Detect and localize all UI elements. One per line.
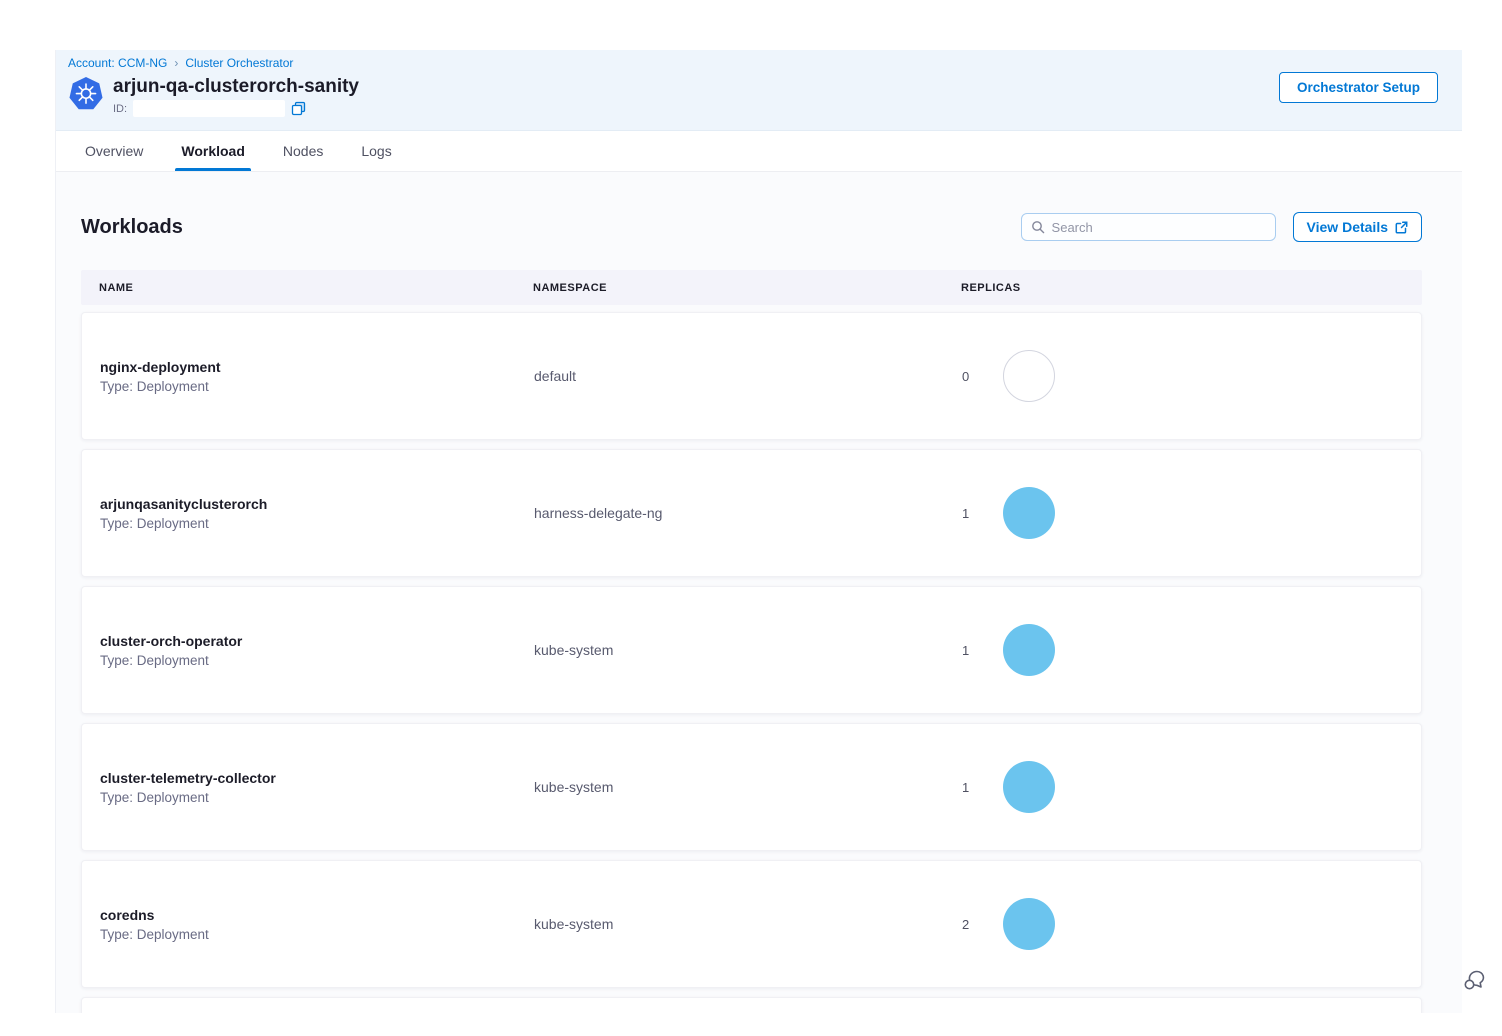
table-row[interactable] [81,997,1422,1013]
workload-name: coredns [100,906,155,923]
replica-status-circle [1003,898,1055,950]
search-icon [1031,221,1044,234]
replica-count: 1 [962,642,970,658]
workload-name: arjunqasanityclusterorch [100,495,268,512]
workloads-panel: Workloads View Details [56,172,1462,1013]
breadcrumb-account-link[interactable]: Account: CCM-NG [68,56,168,70]
workload-name: cluster-telemetry-collector [100,769,276,786]
copy-icon[interactable] [291,101,306,116]
column-header-name: NAME [99,281,134,294]
workload-namespace: kube-system [534,916,614,932]
replica-status-circle [1003,487,1055,539]
table-row[interactable]: coredns Type: Deployment kube-system 2 [81,860,1422,988]
workload-type: Type: Deployment [100,652,209,668]
app-frame: Account: CCM-NG › Cluster Orchestrator [55,50,1462,1013]
workload-namespace: kube-system [534,779,614,795]
workload-type: Type: Deployment [100,926,209,942]
cluster-id-redacted [133,100,286,117]
chat-help-icon[interactable] [1460,966,1488,994]
replica-count: 0 [962,368,970,384]
view-details-label: View Details [1306,219,1388,235]
replica-count: 2 [962,916,970,932]
external-link-icon [1395,221,1408,233]
tab-logs[interactable]: Logs [361,143,392,159]
table-row[interactable]: cluster-orch-operator Type: Deployment k… [81,586,1422,714]
breadcrumb-chevron-icon: › [174,56,179,70]
search-input[interactable] [1051,219,1266,235]
view-details-button[interactable]: View Details [1292,212,1422,242]
replica-count: 1 [962,779,970,795]
replica-status-circle [1003,350,1055,402]
replica-status-circle [1003,624,1055,676]
replica-count: 1 [962,505,970,521]
breadcrumb: Account: CCM-NG › Cluster Orchestrator [68,56,1438,70]
table-row[interactable]: nginx-deployment Type: Deployment defaul… [81,312,1422,440]
tab-workload[interactable]: Workload [175,131,251,171]
workloads-table-body: nginx-deployment Type: Deployment defaul… [81,312,1422,1013]
tab-nodes[interactable]: Nodes [282,143,324,159]
workload-namespace: kube-system [534,642,614,658]
search-box[interactable] [1020,213,1276,241]
tab-overview[interactable]: Overview [85,143,144,159]
orchestrator-setup-button[interactable]: Orchestrator Setup [1278,72,1438,103]
table-header: NAME NAMESPACE REPLICAS [81,270,1422,305]
workload-type: Type: Deployment [100,515,209,531]
page-header: Account: CCM-NG › Cluster Orchestrator [56,50,1462,131]
replica-status-circle [1003,761,1055,813]
table-row[interactable]: arjunqasanityclusterorch Type: Deploymen… [81,449,1422,577]
cluster-id-label: ID: [113,102,128,115]
tab-bar: Overview Workload Nodes Logs [56,131,1462,172]
column-header-replicas: REPLICAS [961,281,1021,294]
workload-type: Type: Deployment [100,378,209,394]
workloads-title: Workloads [81,215,183,238]
breadcrumb-section-link[interactable]: Cluster Orchestrator [185,56,294,70]
workload-name: nginx-deployment [100,358,221,375]
table-row[interactable]: cluster-telemetry-collector Type: Deploy… [81,723,1422,851]
workload-namespace: harness-delegate-ng [534,505,663,521]
workload-name: cluster-orch-operator [100,632,243,649]
kubernetes-icon [69,77,103,110]
column-header-namespace: NAMESPACE [533,281,607,294]
page-title: arjun-qa-clusterorch-sanity [113,76,359,97]
workload-namespace: default [534,368,577,384]
workload-type: Type: Deployment [100,789,209,805]
